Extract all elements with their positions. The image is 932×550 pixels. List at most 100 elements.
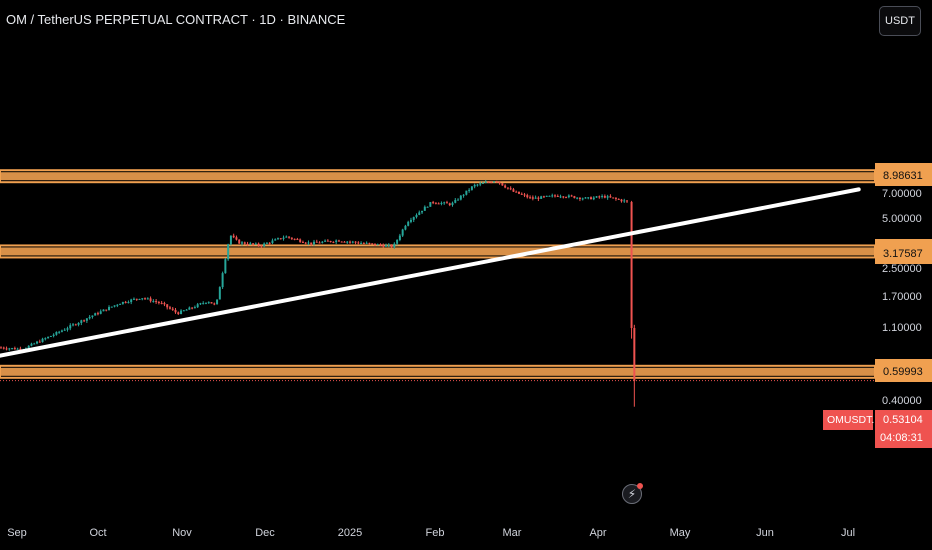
- currency-button[interactable]: USDT: [879, 6, 921, 36]
- candle-body-156: [432, 202, 435, 204]
- candle-body-198: [548, 195, 551, 197]
- candle-body-18: [49, 335, 52, 337]
- candle-body-76: [210, 302, 213, 304]
- candle-body-65: [180, 310, 183, 314]
- candle-body-32: [88, 316, 91, 319]
- candle-body-10: [27, 345, 30, 349]
- current-symbol-tag: OMUSDT.P: [823, 410, 881, 430]
- candle-body-138: [382, 245, 385, 247]
- candle-body-139: [385, 245, 388, 247]
- symbol-title: OM / TetherUS PERPETUAL CONTRACT · 1D · …: [6, 12, 346, 27]
- candle-body-179: [495, 181, 498, 183]
- candle-body-209: [578, 197, 581, 200]
- trendline: [0, 187, 861, 358]
- candle-body-49: [135, 298, 138, 300]
- candle-body-67: [185, 309, 188, 311]
- candle-body-85: [235, 237, 238, 240]
- candle-body-69: [191, 307, 194, 309]
- candle-body-36: [99, 311, 102, 314]
- candle-body-50: [138, 298, 141, 300]
- candle-body-56: [155, 301, 158, 303]
- candle-body-215: [595, 196, 598, 198]
- candle-body-26: [72, 324, 75, 326]
- time-tick-label: May: [669, 527, 691, 539]
- time-tick-label: Dec: [255, 527, 275, 539]
- candle-body-41: [113, 305, 116, 307]
- candle-body-70: [193, 307, 196, 309]
- time-tick-label: Jun: [756, 527, 774, 539]
- candle-body-141: [390, 244, 393, 248]
- candle-body-130: [360, 243, 363, 245]
- candle-body-154: [426, 206, 429, 208]
- candle-body-23: [63, 329, 66, 331]
- candle-body-188: [520, 193, 523, 195]
- candle-body-13: [36, 341, 39, 344]
- candle-body-218: [603, 196, 606, 198]
- candle-body-107: [296, 238, 299, 240]
- candle-body-53: [146, 298, 149, 300]
- candle-body-219: [606, 196, 609, 198]
- candle-body-74: [204, 302, 207, 304]
- candle-body-158: [437, 203, 440, 205]
- candle-body-24: [66, 328, 69, 330]
- level-band-0: [0, 172, 875, 181]
- candle-body-101: [279, 238, 282, 240]
- candle-body-161: [445, 202, 448, 204]
- candle-body-110: [304, 242, 307, 244]
- time-tick-label: Feb: [425, 527, 445, 539]
- candle-body-115: [318, 242, 321, 244]
- candle-body-136: [376, 244, 379, 246]
- candle-body-77: [213, 303, 216, 305]
- candle-body-105: [290, 237, 293, 239]
- candle-body-89: [246, 243, 249, 245]
- candle-body-14: [38, 341, 41, 343]
- candle-body-152: [421, 210, 424, 213]
- candle-body-186: [515, 191, 518, 193]
- candle-body-221: [612, 197, 615, 199]
- time-tick-label: 2025: [337, 527, 363, 539]
- candle-body-60: [166, 304, 169, 308]
- candle-body-189: [523, 194, 526, 196]
- candle-body-190: [526, 195, 529, 198]
- candle-body-104: [288, 236, 291, 238]
- candle-body-175: [484, 182, 487, 184]
- price-tick-label: 1.10000: [882, 322, 922, 335]
- candle-body-45: [124, 301, 127, 303]
- crash-candle: [630, 201, 633, 329]
- candle-body-96: [265, 242, 268, 244]
- candle-body-91: [252, 243, 255, 245]
- candle-body-153: [423, 206, 426, 211]
- last-candle: [633, 328, 636, 381]
- candle-body-126: [349, 241, 352, 243]
- candle-body-167: [462, 194, 465, 196]
- candle-body-150: [415, 214, 418, 218]
- candle-body-64: [177, 312, 180, 314]
- candle-body-208: [576, 197, 579, 199]
- candle-body-191: [529, 197, 532, 199]
- candle-body-99: [274, 239, 277, 241]
- candle-body-117: [324, 240, 327, 242]
- time-tick-label: Nov: [172, 527, 192, 539]
- candle-body-177: [490, 182, 493, 184]
- candle-body-196: [542, 196, 545, 198]
- candle-body-22: [60, 330, 63, 332]
- candle-body-147: [407, 221, 410, 226]
- candle-body-34: [94, 313, 97, 316]
- candle-body-0: [0, 347, 2, 349]
- candle-body-148: [409, 219, 412, 222]
- price-tick-label: 1.70000: [882, 290, 922, 303]
- candle-body-174: [481, 182, 484, 184]
- candle-body-171: [473, 184, 476, 187]
- candle-body-87: [240, 242, 243, 244]
- flash-icon[interactable]: ⚡: [622, 483, 643, 504]
- candle-body-146: [404, 225, 407, 230]
- candle-body-59: [163, 303, 166, 305]
- price-tick-label: 0.40000: [882, 395, 922, 408]
- candle-body-128: [354, 241, 357, 243]
- candle-body-195: [540, 196, 543, 199]
- candle-body-125: [346, 241, 349, 243]
- candle-body-144: [398, 235, 401, 240]
- candle-body-106: [293, 238, 296, 240]
